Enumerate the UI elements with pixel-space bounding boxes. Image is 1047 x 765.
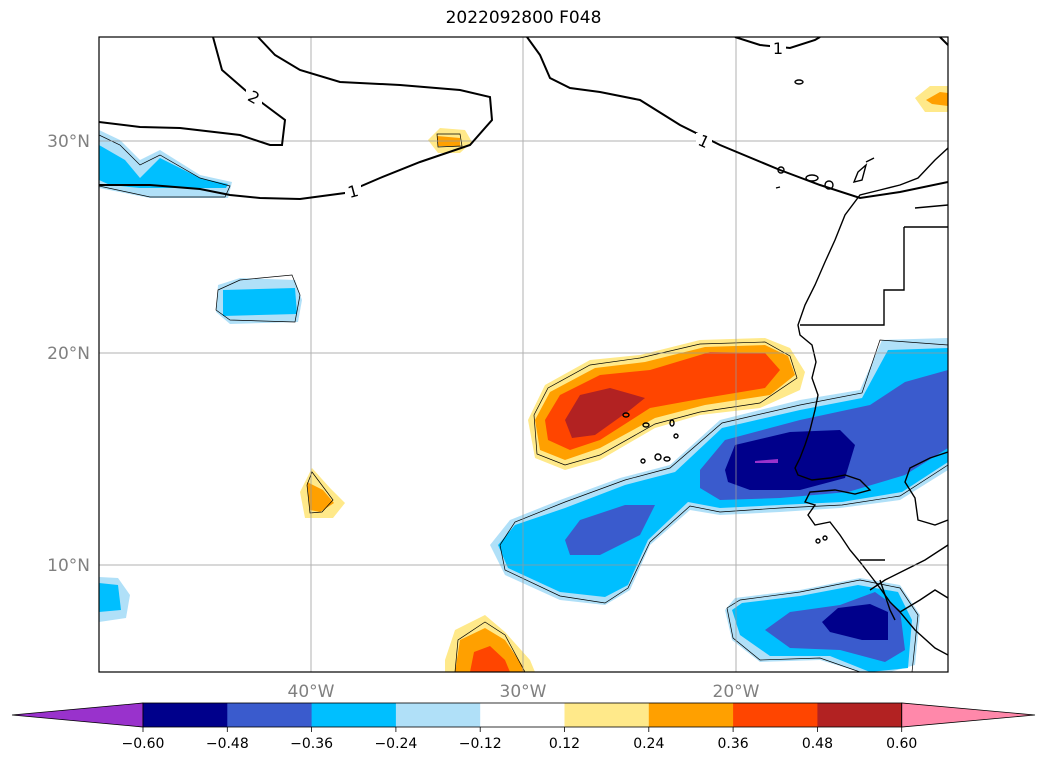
pos-blob-mid-core — [307, 482, 334, 512]
neg-blob-nw-inner — [99, 145, 228, 188]
colorbar-segment — [227, 703, 313, 727]
colorbar-segment — [564, 703, 650, 727]
colorbar-tick-label: 0.24 — [633, 736, 664, 752]
lat-tick-labels: 30°N 20°N 10°N — [47, 132, 90, 576]
lon-tick-labels: 40°W 30°W 20°W — [288, 682, 760, 702]
thin-contours — [99, 133, 948, 672]
colorbar-tick-label: 0.60 — [886, 736, 917, 752]
colorbar-tick-label: −0.48 — [206, 736, 249, 752]
pos-blob-south-core2 — [470, 646, 510, 672]
neg-blob-west-inner — [99, 583, 121, 612]
colorbar-segment — [733, 703, 818, 727]
colorbar-tick-label: 0.36 — [718, 736, 749, 752]
colorbar-tick-label: 0.48 — [802, 736, 833, 752]
colorbar-tick-label: −0.60 — [122, 736, 165, 752]
coastlines — [622, 79, 948, 656]
colorbar-frame — [142, 702, 903, 728]
colorbar-segment — [648, 703, 734, 727]
thick-contours — [99, 37, 948, 201]
colorbar-segment — [143, 703, 228, 727]
colorbar-segment — [817, 703, 903, 727]
neg-blob-se-navy — [822, 604, 888, 640]
colorbar-tick-label: −0.24 — [374, 736, 417, 752]
lat-label-10n: 10°N — [47, 556, 90, 576]
pos-blob-large-darkred — [565, 388, 645, 438]
neg-band-navy — [725, 430, 855, 490]
colorbar-extend-low — [11, 702, 144, 728]
contour-labels: 2 1 1 1 — [245, 39, 786, 202]
colorbar-segment — [480, 703, 565, 727]
colorbar-segment — [395, 703, 481, 727]
colorbar: −0.60 −0.48 −0.36 −0.24 −0.12 0.12 0.24 0.36 0.4… — [11, 702, 1036, 752]
lat-label-20n: 20°N — [47, 344, 90, 364]
lat-label-30n: 30°N — [47, 132, 90, 152]
neg-band-purple — [755, 459, 778, 463]
pos-blob-ne-core — [926, 92, 948, 106]
colorbar-extend-high — [901, 702, 1036, 728]
colorbar-tick-label: −0.36 — [290, 736, 333, 752]
contour-label-1a: 1 — [346, 181, 361, 202]
contour-label-1c: 1 — [773, 39, 783, 58]
lon-label-30w: 30°W — [500, 682, 547, 702]
colorbar-segment — [311, 703, 397, 727]
shading-layer — [99, 86, 948, 672]
colorbar-tick-label: −0.12 — [459, 736, 502, 752]
gridlines — [99, 37, 948, 672]
colorbar-tick-label: 0.12 — [549, 736, 580, 752]
plot-frame — [98, 36, 949, 673]
neg-blob-mid-inner — [223, 288, 297, 316]
lon-label-40w: 40°W — [288, 682, 335, 702]
lon-label-20w: 20°W — [713, 682, 760, 702]
map-title: 2022092800 F048 — [445, 8, 602, 28]
